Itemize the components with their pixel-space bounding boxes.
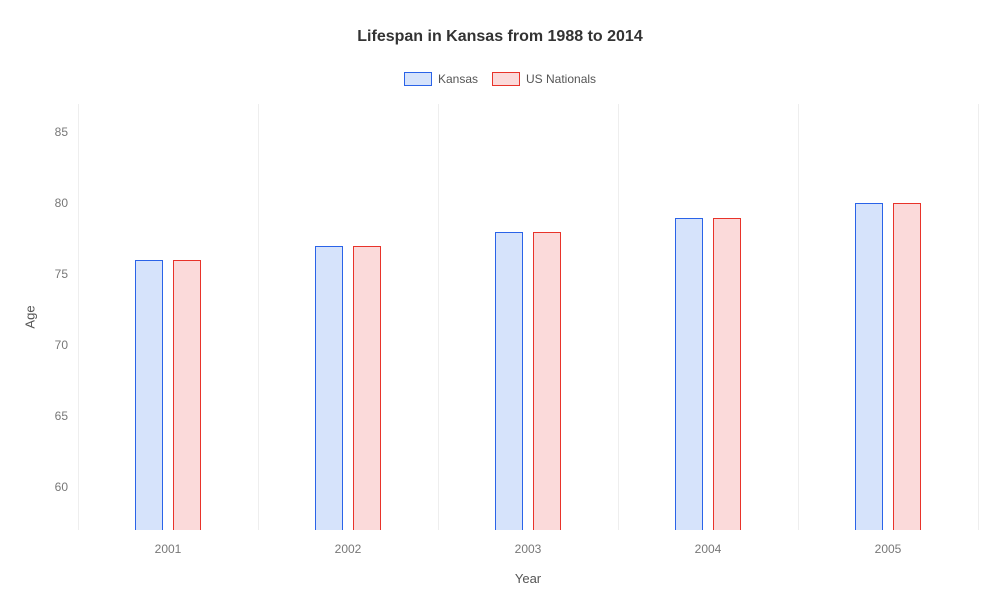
y-tick-label: 65 [55, 409, 68, 423]
y-tick-label: 80 [55, 196, 68, 210]
legend-swatch-kansas [404, 72, 432, 86]
gridline-v [798, 104, 799, 530]
gridline-v [258, 104, 259, 530]
legend-label: Kansas [438, 72, 478, 86]
x-tick-label: 2001 [155, 542, 182, 556]
plot-area: 60657075808520012002200320042005 [78, 104, 978, 530]
bar-kansas [855, 203, 883, 530]
legend-label: US Nationals [526, 72, 596, 86]
legend-item-us-nationals: US Nationals [492, 72, 596, 86]
y-tick-label: 60 [55, 480, 68, 494]
y-tick-label: 75 [55, 267, 68, 281]
chart-title: Lifespan in Kansas from 1988 to 2014 [0, 28, 1000, 46]
x-tick-label: 2002 [335, 542, 362, 556]
gridline-v [438, 104, 439, 530]
bar-kansas [315, 246, 343, 530]
lifespan-bar-chart: Lifespan in Kansas from 1988 to 2014 Kan… [0, 0, 1000, 600]
x-tick-label: 2003 [515, 542, 542, 556]
bar-kansas [495, 232, 523, 530]
chart-legend: Kansas US Nationals [0, 72, 1000, 86]
x-tick-label: 2005 [875, 542, 902, 556]
bar-us-nationals [713, 218, 741, 530]
bar-us-nationals [893, 203, 921, 530]
legend-swatch-us-nationals [492, 72, 520, 86]
bar-us-nationals [533, 232, 561, 530]
y-tick-label: 70 [55, 338, 68, 352]
y-tick-label: 85 [55, 125, 68, 139]
bar-us-nationals [173, 260, 201, 530]
bar-kansas [675, 218, 703, 530]
y-axis-title: Age [23, 305, 38, 328]
x-tick-label: 2004 [695, 542, 722, 556]
bar-kansas [135, 260, 163, 530]
gridline-v [618, 104, 619, 530]
gridline-v [78, 104, 79, 530]
x-axis-title: Year [515, 571, 541, 586]
gridline-v [978, 104, 979, 530]
bar-us-nationals [353, 246, 381, 530]
legend-item-kansas: Kansas [404, 72, 478, 86]
